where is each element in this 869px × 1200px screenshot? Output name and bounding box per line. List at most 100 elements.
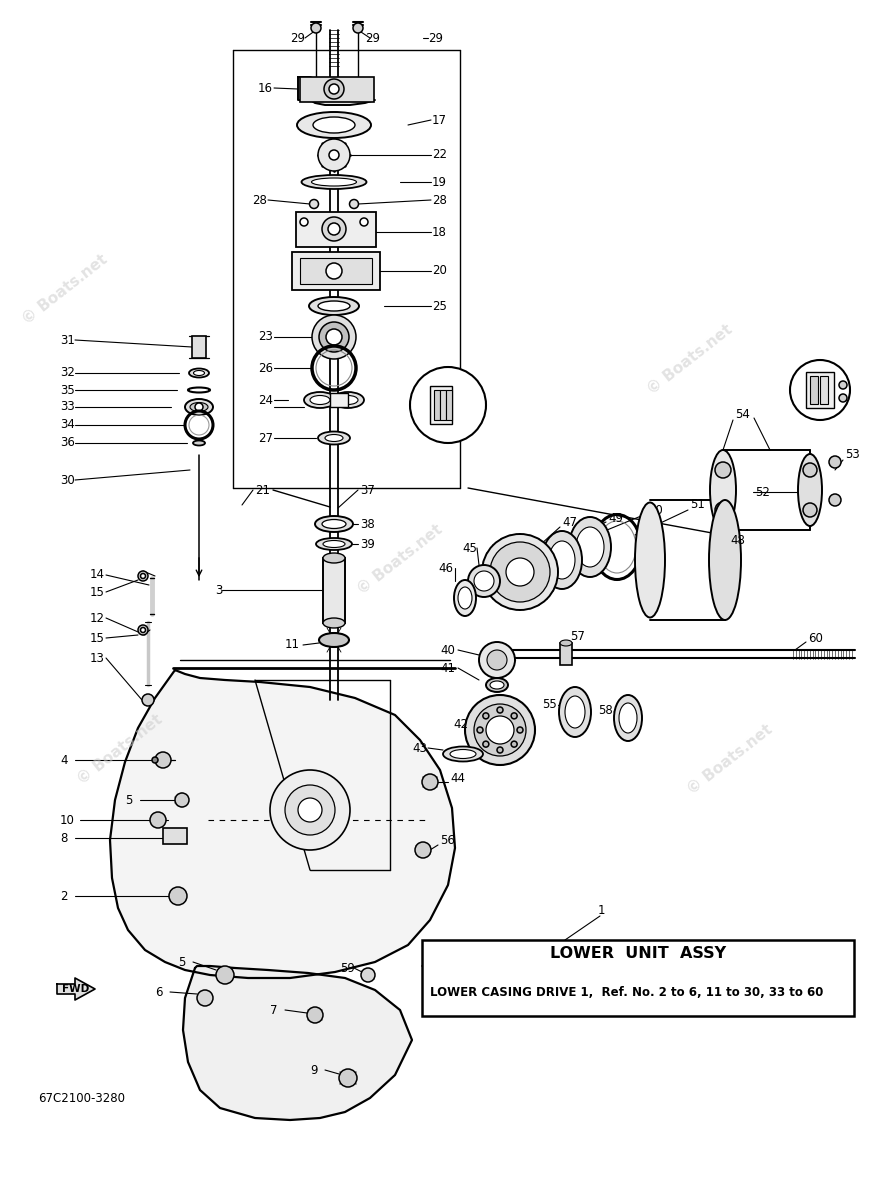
Ellipse shape	[454, 580, 476, 616]
Bar	[330, 392, 348, 407]
Ellipse shape	[798, 454, 822, 526]
Text: 59: 59	[340, 961, 355, 974]
Text: 21: 21	[255, 484, 270, 497]
Text: 6: 6	[155, 985, 163, 998]
Text: 15: 15	[90, 586, 105, 599]
Bar	[292, 252, 380, 290]
Ellipse shape	[185, 398, 213, 415]
Bar	[560, 643, 572, 665]
Text: 18: 18	[432, 226, 447, 239]
Bar	[296, 212, 376, 247]
Text: © Boats.net: © Boats.net	[645, 323, 735, 397]
Text: 44: 44	[450, 772, 465, 785]
Circle shape	[517, 727, 523, 733]
Text: 38: 38	[360, 517, 375, 530]
Circle shape	[829, 494, 841, 506]
Text: 39: 39	[360, 538, 375, 551]
Bar	[434, 390, 440, 420]
Circle shape	[197, 990, 213, 1006]
Text: 46: 46	[438, 562, 453, 575]
Text: 29: 29	[365, 31, 380, 44]
Ellipse shape	[549, 541, 575, 578]
Circle shape	[141, 628, 145, 632]
Text: 29: 29	[290, 31, 305, 44]
Circle shape	[216, 966, 234, 984]
Text: 28: 28	[252, 193, 267, 206]
Ellipse shape	[323, 553, 345, 563]
Circle shape	[349, 199, 359, 209]
Circle shape	[415, 842, 431, 858]
Ellipse shape	[318, 432, 350, 444]
Ellipse shape	[338, 396, 358, 404]
Circle shape	[715, 502, 731, 518]
Circle shape	[790, 360, 850, 420]
Ellipse shape	[323, 540, 345, 547]
Ellipse shape	[486, 678, 508, 692]
Circle shape	[312, 314, 356, 359]
Ellipse shape	[309, 296, 359, 314]
Ellipse shape	[316, 538, 352, 550]
Text: 5: 5	[178, 955, 185, 968]
Text: 54: 54	[735, 408, 750, 421]
Circle shape	[353, 23, 363, 32]
Text: 20: 20	[432, 264, 447, 277]
Text: 49: 49	[608, 511, 623, 524]
Ellipse shape	[619, 703, 637, 733]
Text: 47: 47	[562, 516, 577, 528]
Text: LOWER  UNIT  ASSY: LOWER UNIT ASSY	[550, 947, 726, 961]
Text: 60: 60	[808, 631, 823, 644]
Ellipse shape	[332, 392, 364, 408]
Circle shape	[300, 218, 308, 226]
Text: 50: 50	[648, 504, 663, 516]
Ellipse shape	[304, 392, 336, 408]
Text: 16: 16	[258, 82, 273, 95]
Circle shape	[311, 23, 321, 32]
Circle shape	[339, 1069, 357, 1087]
Bar	[323, 558, 345, 623]
Polygon shape	[298, 77, 375, 104]
Circle shape	[839, 382, 847, 389]
Bar	[446, 390, 452, 420]
Circle shape	[465, 695, 535, 766]
Ellipse shape	[490, 680, 504, 689]
Circle shape	[483, 742, 489, 748]
Text: © Boats.net: © Boats.net	[20, 252, 110, 328]
Text: 29: 29	[428, 31, 443, 44]
Circle shape	[141, 574, 145, 578]
Text: 42: 42	[453, 719, 468, 732]
Circle shape	[324, 79, 344, 98]
Bar	[163, 828, 187, 844]
Circle shape	[319, 322, 349, 352]
Ellipse shape	[559, 686, 591, 737]
Circle shape	[410, 367, 486, 443]
Text: 57: 57	[570, 630, 585, 642]
Ellipse shape	[635, 503, 665, 618]
Text: 45: 45	[462, 541, 477, 554]
Circle shape	[329, 150, 339, 160]
Circle shape	[490, 542, 550, 602]
Ellipse shape	[319, 634, 349, 647]
Circle shape	[322, 217, 346, 241]
Text: 40: 40	[440, 643, 454, 656]
Ellipse shape	[458, 587, 472, 608]
Ellipse shape	[310, 396, 330, 404]
Bar	[422, 940, 854, 1016]
Bar	[810, 376, 818, 404]
Circle shape	[483, 713, 489, 719]
Circle shape	[479, 642, 515, 678]
Ellipse shape	[325, 434, 343, 442]
Ellipse shape	[189, 368, 209, 378]
Ellipse shape	[193, 440, 205, 445]
Ellipse shape	[576, 527, 604, 566]
Text: 58: 58	[598, 703, 613, 716]
Text: 23: 23	[258, 330, 273, 343]
Text: 30: 30	[60, 474, 75, 486]
Ellipse shape	[614, 695, 642, 740]
Text: 7: 7	[270, 1003, 277, 1016]
Text: 25: 25	[432, 300, 447, 312]
Text: FWD: FWD	[63, 984, 90, 994]
Circle shape	[155, 752, 171, 768]
Text: 32: 32	[60, 366, 75, 379]
Text: 4: 4	[60, 754, 68, 767]
Text: 28: 28	[432, 193, 447, 206]
